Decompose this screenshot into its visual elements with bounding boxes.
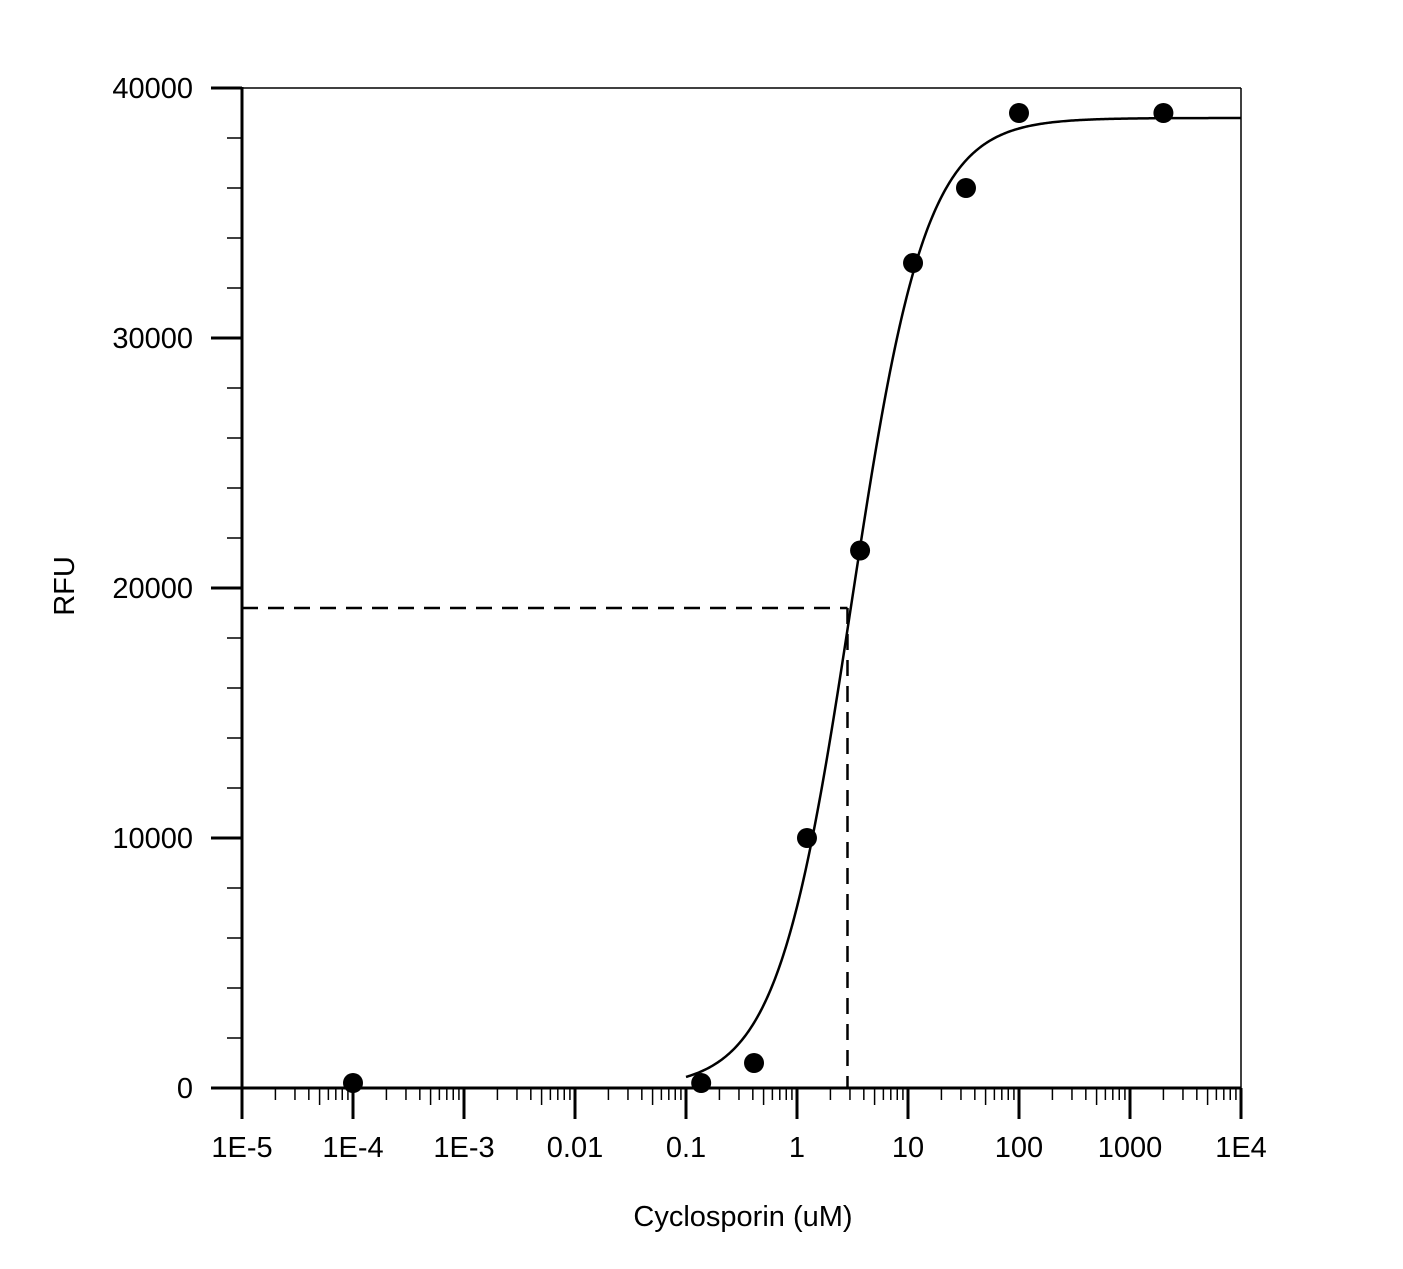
fit-curve (685, 116, 1241, 1079)
x-tick-label: 1E-5 (211, 1132, 272, 1164)
data-point (955, 178, 976, 198)
data-point (796, 828, 817, 848)
x-tick-label: 1E-3 (433, 1132, 494, 1164)
data-points (343, 103, 1174, 1093)
y-tick-label: 30000 (112, 323, 193, 355)
fit-curve-group (685, 116, 1241, 1079)
x-axis-title: Cyclosporin (uM) (633, 1201, 852, 1233)
x-tick-label: 10 (892, 1132, 924, 1164)
y-tick-label: 0 (177, 1073, 193, 1105)
data-point (1153, 103, 1174, 123)
x-tick-label: 1 (789, 1132, 805, 1164)
x-tick-label: 1E-4 (322, 1132, 383, 1164)
x-tick-label: 1000 (1098, 1132, 1163, 1164)
data-point (850, 540, 871, 561)
data-point (1009, 103, 1029, 123)
reference-lines (242, 606, 849, 1088)
data-point (903, 253, 924, 273)
x-tick-label: 0.01 (547, 1132, 603, 1164)
plot-frame (211, 87, 1242, 1119)
x-tick-label: 0.1 (666, 1132, 706, 1164)
y-axis-ticks: 0 10000 20000 30000 40000 (112, 73, 242, 1105)
data-point (343, 1073, 363, 1093)
y-axis-title: RFU (49, 556, 81, 616)
x-tick-label: 100 (995, 1132, 1043, 1164)
y-tick-label: 40000 (112, 73, 193, 105)
data-point (744, 1053, 765, 1073)
x-axis-ticks: 1E-5 1E-4 1E-3 0.01 0.1 1 10 100 1000 1E4 (211, 1088, 1267, 1164)
x-tick-label: 1E4 (1215, 1132, 1267, 1164)
y-tick-label: 20000 (112, 573, 193, 605)
data-point (691, 1073, 712, 1093)
y-tick-label: 10000 (112, 823, 193, 855)
